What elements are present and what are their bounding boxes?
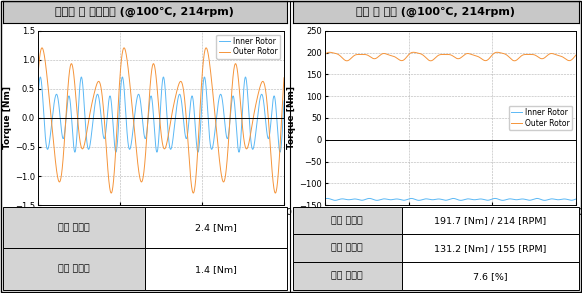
Inner Rotor xyxy=(573,197,580,201)
Line: Inner Rotor: Inner Rotor xyxy=(325,198,576,200)
Inner Rotor xyxy=(87,140,94,144)
Outer Rotor xyxy=(281,76,288,79)
Inner Rotor xyxy=(281,99,288,103)
Y-axis label: Torque [Nm]: Torque [Nm] xyxy=(288,86,296,149)
Outer Rotor xyxy=(336,53,343,57)
Text: 내측 회전자: 내측 회전자 xyxy=(58,265,90,274)
Bar xyxy=(402,207,579,234)
Text: 외측 회전자: 외측 회전자 xyxy=(58,223,90,232)
Text: 131.2 [Nm] / 155 [RPM]: 131.2 [Nm] / 155 [RPM] xyxy=(434,244,546,253)
X-axis label: Rotation angle[DegE]: Rotation angle[DegE] xyxy=(396,220,505,229)
Outer Rotor xyxy=(573,53,580,57)
Inner Rotor xyxy=(408,197,415,200)
Outer Rotor xyxy=(410,50,417,54)
Text: 토크 리플율: 토크 리플율 xyxy=(331,272,363,281)
Inner Rotor xyxy=(78,75,85,79)
Outer Rotor xyxy=(48,124,55,127)
Inner Rotor xyxy=(332,199,339,202)
Outer Rotor xyxy=(190,191,197,195)
Outer Rotor xyxy=(120,46,127,50)
Text: 1.4 [Nm]: 1.4 [Nm] xyxy=(195,265,237,274)
Inner Rotor xyxy=(416,199,423,202)
Text: 7.6 [%]: 7.6 [%] xyxy=(473,272,508,281)
Inner Rotor xyxy=(203,85,210,88)
Text: 부하 시 토크 (@100℃, 214rpm): 부하 시 토크 (@100℃, 214rpm) xyxy=(356,7,516,17)
Line: Inner Rotor: Inner Rotor xyxy=(38,77,284,152)
Inner Rotor xyxy=(48,119,55,123)
Inner Rotor xyxy=(321,197,328,201)
Outer Rotor xyxy=(34,76,41,79)
Text: 내측 회전자: 내측 회전자 xyxy=(331,244,363,253)
Inner Rotor xyxy=(236,150,243,154)
Bar xyxy=(3,207,145,248)
Inner Rotor xyxy=(136,95,143,98)
Bar xyxy=(402,262,579,290)
Inner Rotor xyxy=(34,99,41,103)
Inner Rotor xyxy=(135,93,142,96)
X-axis label: Rotation angle[DegE]: Rotation angle[DegE] xyxy=(107,220,215,229)
Line: Outer Rotor: Outer Rotor xyxy=(325,52,576,61)
Bar xyxy=(3,248,145,290)
Bar xyxy=(293,234,402,262)
Outer Rotor xyxy=(416,52,423,55)
Bar xyxy=(402,234,579,262)
Outer Rotor xyxy=(87,109,94,113)
Bar xyxy=(293,262,402,290)
Inner Rotor xyxy=(424,197,431,201)
Legend: Inner Rotor, Outer Rotor: Inner Rotor, Outer Rotor xyxy=(509,106,572,130)
Inner Rotor xyxy=(336,198,343,201)
Legend: Inner Rotor, Outer Rotor: Inner Rotor, Outer Rotor xyxy=(217,35,280,59)
Text: 무부하 시 코깅토크 (@100℃, 214rpm): 무부하 시 코깅토크 (@100℃, 214rpm) xyxy=(55,7,235,17)
Bar xyxy=(145,248,287,290)
Outer Rotor xyxy=(425,59,432,62)
Outer Rotor xyxy=(126,84,133,88)
Line: Outer Rotor: Outer Rotor xyxy=(38,48,284,193)
Outer Rotor xyxy=(493,50,500,54)
Bar xyxy=(145,207,287,248)
Inner Rotor xyxy=(375,198,382,202)
Text: 외측 회전자: 외측 회전자 xyxy=(331,216,363,225)
Outer Rotor xyxy=(203,46,210,50)
Outer Rotor xyxy=(375,55,382,58)
Inner Rotor xyxy=(126,147,133,151)
Text: 2.4 [Nm]: 2.4 [Nm] xyxy=(195,223,237,232)
Outer Rotor xyxy=(135,167,142,171)
Outer Rotor xyxy=(343,59,350,63)
Outer Rotor xyxy=(136,175,143,179)
Text: 191.7 [Nm] / 214 [RPM]: 191.7 [Nm] / 214 [RPM] xyxy=(434,216,546,225)
Bar xyxy=(293,207,402,234)
Y-axis label: Torque [Nm]: Torque [Nm] xyxy=(3,86,12,149)
Inner Rotor xyxy=(425,197,432,201)
Outer Rotor xyxy=(321,53,328,57)
Inner Rotor xyxy=(493,197,500,200)
Outer Rotor xyxy=(424,58,431,61)
